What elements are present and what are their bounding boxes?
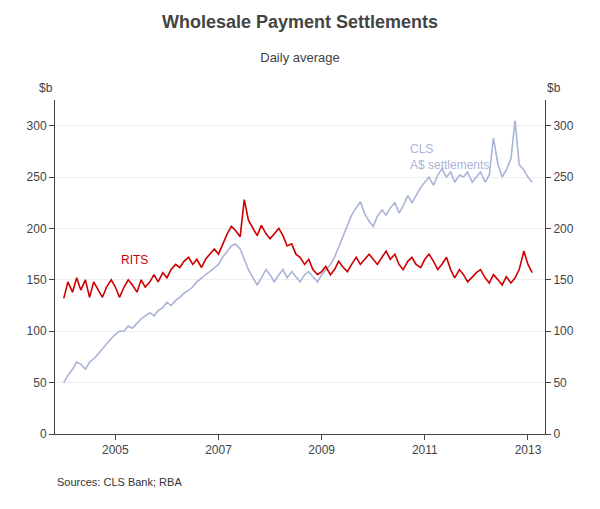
svg-text:2005: 2005 <box>102 443 129 457</box>
svg-text:2009: 2009 <box>308 443 335 457</box>
svg-text:50: 50 <box>553 376 567 390</box>
svg-text:Wholesale Payment Settlements: Wholesale Payment Settlements <box>162 12 438 32</box>
svg-text:$b: $b <box>547 81 561 95</box>
svg-text:RITS: RITS <box>121 253 148 267</box>
svg-text:2007: 2007 <box>205 443 232 457</box>
svg-text:$b: $b <box>39 81 53 95</box>
svg-text:150: 150 <box>27 273 47 287</box>
svg-text:150: 150 <box>553 273 573 287</box>
svg-text:250: 250 <box>553 170 573 184</box>
svg-text:100: 100 <box>553 324 573 338</box>
svg-text:0: 0 <box>40 427 47 441</box>
svg-text:250: 250 <box>27 170 47 184</box>
svg-text:CLSA$ settlements: CLSA$ settlements <box>410 142 489 172</box>
svg-text:50: 50 <box>33 376 47 390</box>
svg-text:0: 0 <box>553 427 560 441</box>
svg-text:300: 300 <box>27 119 47 133</box>
svg-text:300: 300 <box>553 119 573 133</box>
svg-text:200: 200 <box>27 222 47 236</box>
svg-text:2011: 2011 <box>412 443 438 457</box>
svg-text:100: 100 <box>27 324 47 338</box>
svg-text:Daily average: Daily average <box>260 50 340 65</box>
svg-text:2013: 2013 <box>515 443 542 457</box>
svg-text:Sources: CLS Bank; RBA: Sources: CLS Bank; RBA <box>57 476 182 488</box>
svg-text:200: 200 <box>553 222 573 236</box>
